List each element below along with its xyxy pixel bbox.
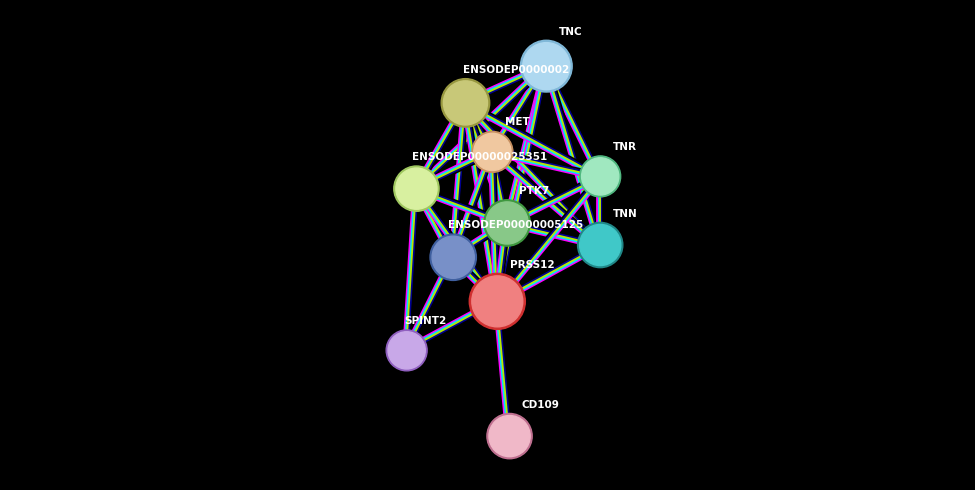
Circle shape xyxy=(487,414,532,459)
Text: SPINT2: SPINT2 xyxy=(405,316,447,326)
Circle shape xyxy=(474,133,511,171)
Circle shape xyxy=(396,168,437,209)
Circle shape xyxy=(442,78,489,127)
Circle shape xyxy=(477,136,508,168)
Circle shape xyxy=(476,280,519,323)
Circle shape xyxy=(484,200,530,246)
Circle shape xyxy=(492,418,527,454)
Text: TNR: TNR xyxy=(612,142,637,152)
Circle shape xyxy=(581,158,619,195)
Circle shape xyxy=(577,222,623,268)
Text: ENSODEP00000025351: ENSODEP00000025351 xyxy=(411,152,547,162)
Circle shape xyxy=(444,81,488,125)
Text: ENSODEP00000005125: ENSODEP00000005125 xyxy=(448,220,584,230)
Circle shape xyxy=(583,227,618,263)
Circle shape xyxy=(391,335,422,366)
Text: PRSS12: PRSS12 xyxy=(510,260,554,270)
Circle shape xyxy=(521,40,572,92)
Circle shape xyxy=(388,332,425,369)
Text: TNC: TNC xyxy=(559,27,582,37)
Circle shape xyxy=(386,330,427,371)
Text: TNN: TNN xyxy=(612,209,638,219)
Circle shape xyxy=(435,239,471,275)
Circle shape xyxy=(394,166,439,211)
Circle shape xyxy=(447,84,485,122)
Circle shape xyxy=(584,161,616,192)
Circle shape xyxy=(472,276,523,327)
Text: CD109: CD109 xyxy=(522,400,560,410)
Circle shape xyxy=(580,156,621,197)
Circle shape xyxy=(523,43,569,90)
Circle shape xyxy=(430,234,477,280)
Circle shape xyxy=(526,46,566,86)
Circle shape xyxy=(579,224,621,266)
Circle shape xyxy=(432,236,474,278)
Text: ENSODEP0000002: ENSODEP0000002 xyxy=(463,65,569,75)
Circle shape xyxy=(399,171,434,206)
Circle shape xyxy=(486,202,528,244)
Text: MET: MET xyxy=(505,118,529,127)
Circle shape xyxy=(489,205,525,241)
Circle shape xyxy=(472,131,513,172)
Circle shape xyxy=(489,416,530,457)
Text: PTK7: PTK7 xyxy=(520,186,550,196)
Circle shape xyxy=(469,273,526,329)
